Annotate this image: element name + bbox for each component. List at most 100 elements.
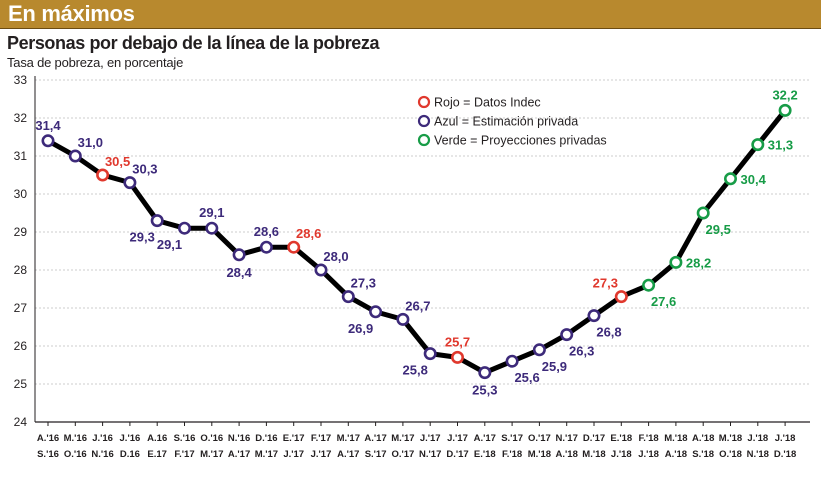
data-point (287, 240, 301, 254)
x-tick-label-bottom: D.16 (120, 449, 140, 460)
x-tick-label-top: J.'16 (120, 433, 141, 444)
data-point (642, 278, 656, 292)
data-point (41, 134, 55, 148)
x-tick-label-bottom: E.17 (147, 449, 167, 460)
x-tick-label-top: O.'17 (528, 433, 551, 444)
header-rule (0, 28, 821, 29)
data-label: 31,4 (35, 118, 61, 133)
legend: Rojo = Datos Indec Azul = Estimación priv… (417, 96, 607, 148)
x-tick-label-top: O.'16 (200, 433, 223, 444)
x-tick-label-top: J.'18 (747, 433, 768, 444)
data-label: 29,3 (130, 230, 155, 245)
data-label: 25,7 (445, 334, 470, 349)
data-point (96, 168, 110, 182)
x-tick-label-bottom: M.'17 (200, 449, 223, 460)
x-tick-label-bottom: D.'18 (774, 449, 796, 460)
x-tick-label-bottom: M.'18 (582, 449, 605, 460)
x-tick-label-bottom: S.'16 (37, 449, 59, 460)
x-tick-label-top: J.'17 (420, 433, 441, 444)
x-tick-label-top: S.'17 (501, 433, 523, 444)
header-title: En máximos (8, 1, 135, 26)
x-tick-label-bottom: S.'17 (365, 449, 387, 460)
x-tick-label-bottom: J.'18 (611, 449, 632, 460)
data-points (41, 103, 792, 380)
data-point (123, 176, 137, 190)
data-label: 25,3 (472, 383, 497, 398)
x-tick-label-top: N.'16 (228, 433, 250, 444)
grid (35, 79, 810, 423)
data-point (560, 328, 574, 342)
x-tick-label-top: D.'17 (583, 433, 605, 444)
x-tick-label-bottom: O.'18 (719, 449, 742, 460)
data-point (68, 149, 82, 163)
x-tick-label-bottom: O.'17 (391, 449, 414, 460)
data-label: 27,3 (593, 276, 618, 291)
data-label: 25,8 (403, 363, 428, 378)
x-tick-label-bottom: F.'18 (502, 449, 522, 460)
data-label: 26,3 (569, 344, 594, 359)
data-label: 28,6 (254, 224, 279, 239)
data-label: 25,6 (514, 370, 539, 385)
chart-title: Personas por debajo de la línea de la po… (7, 33, 380, 53)
data-point (232, 248, 246, 262)
x-tick-label-top: M.'18 (719, 433, 742, 444)
y-tick-label: 32 (14, 111, 28, 125)
x-tick-label-top: F.'17 (311, 433, 331, 444)
y-tick-label: 25 (14, 377, 28, 391)
x-tick-label-top: F.'18 (638, 433, 658, 444)
data-point (778, 103, 792, 117)
header-bar: En máximos (0, 0, 821, 28)
chart-subtitle: Tasa de pobreza, en porcentaje (7, 55, 184, 70)
x-tick-label-bottom: F.'17 (174, 449, 194, 460)
data-point (478, 366, 492, 380)
y-tick-label: 26 (14, 339, 28, 353)
x-tick-label-top: J.'17 (447, 433, 468, 444)
y-tick-label: 30 (14, 187, 28, 201)
x-tick-label-bottom: A.'18 (665, 449, 687, 460)
data-point (751, 138, 765, 152)
x-tick-label-top: N.'17 (556, 433, 578, 444)
x-tick-label-top: M.'16 (64, 433, 87, 444)
data-label: 25,9 (542, 359, 567, 374)
data-label: 26,8 (596, 325, 621, 340)
data-point (178, 221, 192, 235)
data-point (450, 350, 464, 364)
data-label: 28,6 (296, 226, 321, 241)
data-label: 30,3 (132, 162, 157, 177)
x-tick-label-top: M.'18 (664, 433, 687, 444)
y-tick-label: 33 (14, 73, 28, 87)
x-tick-label-bottom: J.'17 (283, 449, 304, 460)
x-tick-label-top: D.'16 (255, 433, 277, 444)
x-tick-label-bottom: A.'17 (337, 449, 359, 460)
data-label: 28,2 (686, 255, 711, 270)
data-label: 28,4 (226, 265, 252, 280)
y-tick-label: 29 (14, 225, 28, 239)
data-point (423, 347, 437, 361)
x-tick-label-top: J.'18 (775, 433, 796, 444)
x-tick-label-top: A.'16 (37, 433, 59, 444)
data-point (614, 290, 628, 304)
data-point (505, 354, 519, 368)
x-tick-label-top: A.16 (147, 433, 167, 444)
data-point (259, 240, 273, 254)
data-label: 30,4 (741, 172, 767, 187)
x-tick-label-top: M.'17 (391, 433, 414, 444)
data-point (314, 263, 328, 277)
x-tick-label-top: A.'17 (364, 433, 386, 444)
y-tick-label: 28 (14, 263, 28, 277)
x-tick-label-bottom: J.'18 (638, 449, 659, 460)
x-tick-label-bottom: N.'18 (747, 449, 769, 460)
x-tick-label-top: E.'17 (283, 433, 305, 444)
legend-marker (417, 133, 431, 147)
data-label: 31,3 (768, 138, 793, 153)
x-tick-label-top: E.'18 (610, 433, 632, 444)
data-point (723, 172, 737, 186)
data-point (396, 312, 410, 326)
data-label: 29,1 (157, 237, 182, 252)
x-tick-label-bottom: M.'18 (528, 449, 551, 460)
data-label: 28,0 (323, 249, 348, 264)
y-axis: 24 25 26 27 28 29 30 31 32 33 (14, 73, 36, 429)
x-tick-label-bottom: N.'17 (419, 449, 441, 460)
data-point (341, 290, 355, 304)
data-label: 29,1 (199, 205, 224, 220)
